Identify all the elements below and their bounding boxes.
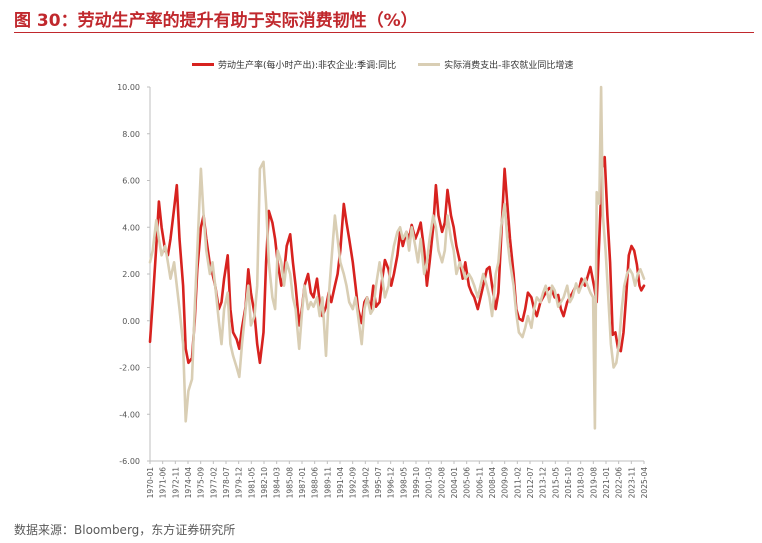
legend-item-productivity: 劳动生产率(每小时产出):非农企业:季调:同比	[192, 58, 396, 71]
x-tick-label: 1996-12	[387, 467, 396, 499]
x-tick-label: 2025-04	[640, 467, 649, 499]
x-tick-label: 1971-06	[159, 467, 168, 499]
x-tick-label: 1978-07	[222, 467, 231, 499]
x-tick-label: 2015-05	[551, 467, 560, 499]
y-tick-label: -4.00	[119, 410, 140, 419]
x-tick-label: 2016-10	[564, 467, 573, 499]
title-divider	[14, 32, 754, 33]
y-tick-label: 4.00	[122, 223, 140, 232]
x-tick-label: 2022-06	[615, 467, 624, 499]
y-tick-label: 6.00	[122, 177, 140, 186]
y-tick-label: 10.00	[117, 83, 140, 92]
x-tick-label: 1970-01	[146, 467, 155, 499]
x-tick-label: 2011-02	[513, 467, 522, 499]
x-tick-label: 2013-12	[539, 467, 548, 499]
x-tick-label: 1985-08	[285, 467, 294, 499]
x-tick-label: 2006-11	[475, 467, 484, 499]
source-note: 数据来源：Bloomberg，东方证券研究所	[14, 523, 236, 537]
y-tick-label: -6.00	[119, 457, 140, 466]
x-tick-label: 1984-03	[273, 467, 282, 499]
x-tick-label: 2018-03	[577, 467, 586, 499]
series-line-productivity	[148, 155, 646, 365]
x-tick-label: 1994-02	[361, 467, 370, 499]
x-tick-label: 1981-05	[247, 467, 256, 499]
x-tick-label: 2009-09	[501, 467, 510, 499]
x-tick-label: 1982-10	[260, 467, 269, 499]
y-tick-label: 2.00	[122, 270, 140, 279]
x-tick-label: 2004-01	[450, 467, 459, 499]
chart-legend: 劳动生产率(每小时产出):非农企业:季调:同比 实际消费支出-非农就业同比增速	[192, 58, 595, 71]
x-tick-label: 1992-09	[349, 467, 358, 499]
x-tick-label: 2019-08	[589, 467, 598, 499]
x-tick-label: 2002-08	[437, 467, 446, 499]
x-tick-label: 1979-12	[235, 467, 244, 499]
x-tick-label: 1998-05	[399, 467, 408, 499]
x-tick-label: 1977-02	[209, 467, 218, 499]
legend-label-consumption: 实际消费支出-非农就业同比增速	[444, 61, 574, 71]
x-tick-label: 2008-04	[488, 467, 497, 499]
legend-item-consumption: 实际消费支出-非农就业同比增速	[418, 58, 573, 71]
series-line-consumption	[148, 85, 646, 430]
x-tick-label: 1995-07	[374, 467, 383, 499]
y-tick-label: 0.00	[122, 317, 140, 326]
legend-swatch-productivity	[192, 63, 214, 66]
y-tick-label: -2.00	[119, 364, 140, 373]
x-tick-label: 1991-04	[336, 467, 345, 499]
x-tick-label: 1974-04	[184, 467, 193, 499]
x-tick-label: 2001-03	[425, 467, 434, 499]
legend-swatch-consumption	[418, 63, 441, 66]
x-tick-label: 1989-11	[323, 467, 332, 499]
x-tick-label: 1975-09	[197, 467, 206, 499]
x-tick-label: 1988-06	[311, 467, 320, 499]
x-tick-label: 2005-06	[463, 467, 472, 499]
legend-label-productivity: 劳动生产率(每小时产出):非农企业:季调:同比	[218, 61, 397, 71]
x-tick-label: 1987-01	[298, 467, 307, 499]
x-tick-label: 1972-11	[171, 467, 180, 499]
x-tick-label: 2023-11	[627, 467, 636, 499]
y-tick-label: 8.00	[122, 130, 140, 139]
x-tick-label: 1999-10	[412, 467, 421, 499]
line-chart: 10.00 8.00 6.00 4.00 2.00 0.00 -2.00 -4.00 -6.00…	[117, 83, 649, 499]
x-tick-label: 2021-01	[602, 467, 611, 499]
x-tick-label: 2012-07	[526, 467, 535, 499]
chart-title: 图 30：劳动生产率的提升有助于实际消费韧性（%）	[14, 11, 418, 31]
